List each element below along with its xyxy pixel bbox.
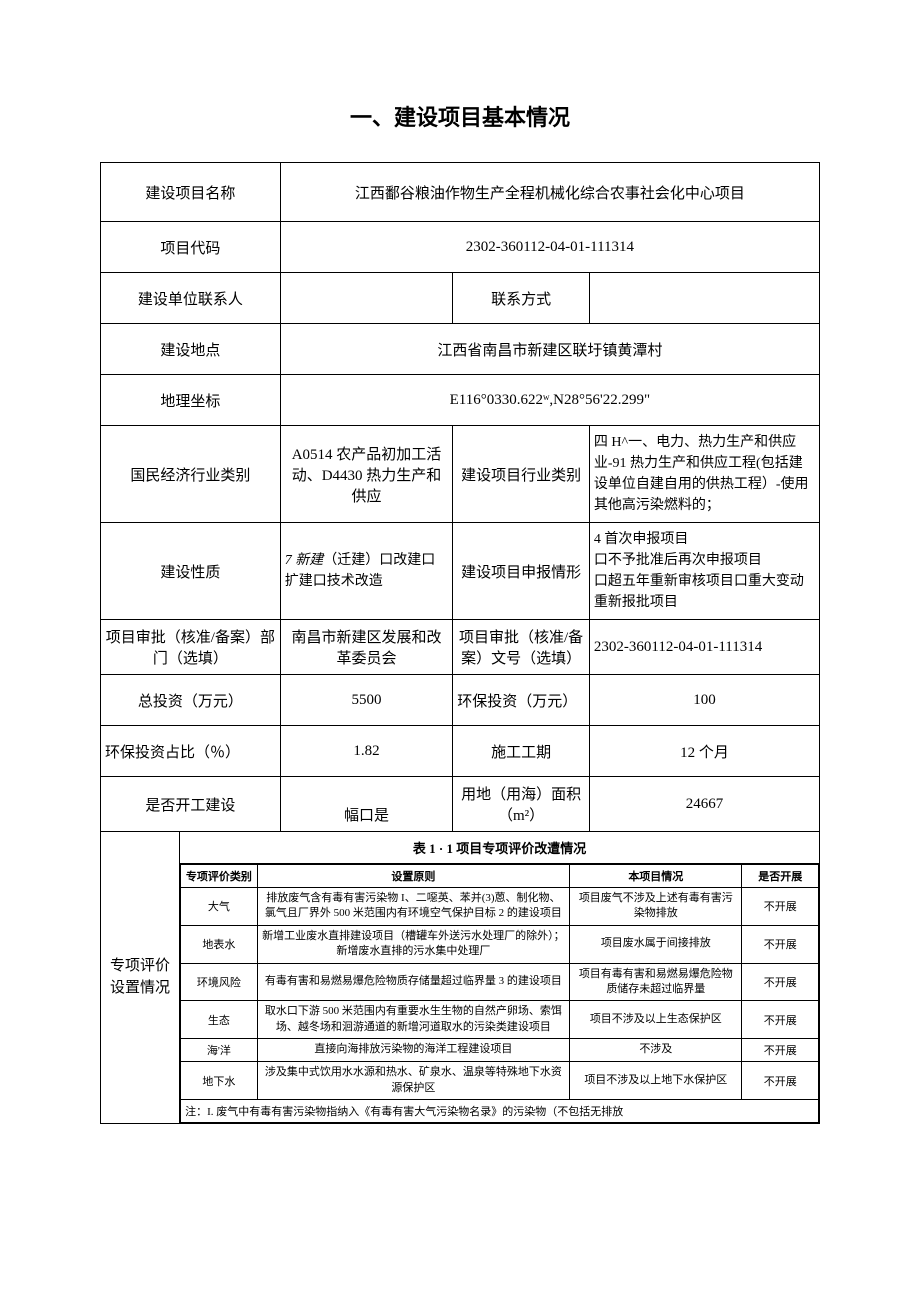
special-action: 不开展: [742, 1039, 819, 1062]
label-project-code: 项目代码: [101, 222, 281, 273]
special-situation: 项目不涉及以上生态保护区: [570, 1001, 742, 1039]
special-principle: 涉及集中式饮用水水源和热水、矿泉水、温泉等特殊地下水资源保护区: [257, 1062, 570, 1100]
value-started: 幅口是: [280, 777, 453, 832]
special-row: 地下水 涉及集中式饮用水水源和热水、矿泉水、温泉等特殊地下水资源保护区 项目不涉…: [181, 1062, 819, 1100]
special-action: 不开展: [742, 925, 819, 963]
special-table-title: 表 1 · 1 项目专项评价改遭情况: [180, 832, 820, 864]
value-contact-person: [280, 273, 453, 324]
special-category: 地表水: [181, 925, 258, 963]
label-contact-method: 联系方式: [453, 273, 590, 324]
value-nature: 7 新建（迁建）口改建口扩建口技术改造: [280, 523, 453, 620]
label-env-ratio: 环保投资占比（％）: [101, 726, 281, 777]
special-eval-table: 专项评价类别 设置原则 本项目情况 是否开展 大气 排放废气含有毒有害污染物 I…: [180, 864, 819, 1123]
label-env-invest: 环保投资（万元）: [453, 675, 590, 726]
label-declare-form: 建设项目申报情形: [453, 523, 590, 620]
page-title: 一、建设项目基本情况: [100, 100, 820, 132]
label-industry-class: 国民经济行业类别: [101, 426, 281, 523]
value-land-area: 24667: [589, 777, 819, 832]
value-duration: 12 个月: [589, 726, 819, 777]
special-row: 环境风险 有毒有害和易燃易爆危险物质存储量超过临界量 3 的建设项目 项目有毒有…: [181, 963, 819, 1001]
label-nature: 建设性质: [101, 523, 281, 620]
value-approval-no: 2302-360112-04-01-111314: [589, 620, 819, 675]
special-category: 环境风险: [181, 963, 258, 1001]
special-row: 生态 取水口下游 500 米范围内有重要水生生物的自然产卵场、索饵场、越冬场和洄…: [181, 1001, 819, 1039]
special-principle: 新增工业废水直排建设项目（槽罐车外送污水处理厂的除外）；新增废水直排的污水集中处…: [257, 925, 570, 963]
label-total-invest: 总投资（万元）: [101, 675, 281, 726]
special-action: 不开展: [742, 1062, 819, 1100]
label-contact-person: 建设单位联系人: [101, 273, 281, 324]
special-category: 海'洋: [181, 1039, 258, 1062]
label-location: 建设地点: [101, 324, 281, 375]
special-row: 地表水 新增工业废水直排建设项目（槽罐车外送污水处理厂的除外）；新增废水直排的污…: [181, 925, 819, 963]
special-action: 不开展: [742, 888, 819, 926]
label-land-area: 用地（用海）面积（m²）: [453, 777, 590, 832]
value-total-invest: 5500: [280, 675, 453, 726]
special-action: 不开展: [742, 1001, 819, 1039]
label-approval-no: 项目审批（核准/备案）文号（选填）: [453, 620, 590, 675]
value-declare-form: 4 首次申报项目 口不予批准后再次申报项目 口超五年重新审核项目口重大变动重新报…: [589, 523, 819, 620]
value-approval-dept: 南昌市新建区发展和改革委员会: [280, 620, 453, 675]
label-duration: 施工工期: [453, 726, 590, 777]
value-nature-prefix: 7 新建: [285, 553, 324, 568]
value-env-ratio: 1.82: [280, 726, 453, 777]
value-coordinates: E116°0330.622ʷ,N28°56'22.299": [280, 375, 819, 426]
nested-head-category: 专项评价类别: [181, 865, 258, 888]
special-situation: 项目有毒有害和易燃易爆危险物质储存未超过临界量: [570, 963, 742, 1001]
label-project-industry: 建设项目行业类别: [453, 426, 590, 523]
special-principle: 取水口下游 500 米范围内有重要水生生物的自然产卵场、索饵场、越冬场和洄游通道…: [257, 1001, 570, 1039]
nested-head-action: 是否开展: [742, 865, 819, 888]
value-project-code: 2302-360112-04-01-111314: [280, 222, 819, 273]
special-category: 生态: [181, 1001, 258, 1039]
label-started: 是否开工建设: [101, 777, 281, 832]
value-project-industry: 四 H^一、电力、热力生产和供应业-91 热力生产和供应工程(包括建设单位自建自…: [589, 426, 819, 523]
basic-info-table: 建设项目名称 江西鄱谷粮油作物生产全程机械化综合农事社会化中心项目 项目代码 2…: [100, 162, 820, 1124]
label-special-eval: 专项评价设置情况: [101, 832, 180, 1124]
label-project-name: 建设项目名称: [101, 163, 281, 222]
special-situation: 不涉及: [570, 1039, 742, 1062]
value-industry-class: A0514 农产品初加工活动、D4430 热力生产和供应: [280, 426, 453, 523]
special-situation: 项目废气不涉及上述有毒有害污染物排放: [570, 888, 742, 926]
label-approval-dept: 项目审批（核准/备案）部门（选填）: [101, 620, 281, 675]
special-principle: 直接向海排放污染物的海洋工程建设项目: [257, 1039, 570, 1062]
label-coordinates: 地理坐标: [101, 375, 281, 426]
special-category: 地下水: [181, 1062, 258, 1100]
value-location: 江西省南昌市新建区联圩镇黄潭村: [280, 324, 819, 375]
value-contact-method: [589, 273, 819, 324]
value-project-name: 江西鄱谷粮油作物生产全程机械化综合农事社会化中心项目: [280, 163, 819, 222]
special-row: 海'洋 直接向海排放污染物的海洋工程建设项目 不涉及 不开展: [181, 1039, 819, 1062]
special-category: 大气: [181, 888, 258, 926]
special-row: 大气 排放废气含有毒有害污染物 I、二噁英、苯并(3)蒽、制化物、氯气且厂界外 …: [181, 888, 819, 926]
nested-head-principle: 设置原则: [257, 865, 570, 888]
special-situation: 项目废水属于间接排放: [570, 925, 742, 963]
special-note: 注：I. 废气中有毒有害污染物指纳入《有毒有害大气污染物名录》的污染物（不包括无…: [181, 1099, 819, 1122]
nested-head-situation: 本项目情况: [570, 865, 742, 888]
special-situation: 项目不涉及以上地下水保护区: [570, 1062, 742, 1100]
value-env-invest: 100: [589, 675, 819, 726]
special-principle: 排放废气含有毒有害污染物 I、二噁英、苯并(3)蒽、制化物、氯气且厂界外 500…: [257, 888, 570, 926]
special-principle: 有毒有害和易燃易爆危险物质存储量超过临界量 3 的建设项目: [257, 963, 570, 1001]
special-table-container: 专项评价类别 设置原则 本项目情况 是否开展 大气 排放废气含有毒有害污染物 I…: [180, 864, 820, 1124]
special-action: 不开展: [742, 963, 819, 1001]
